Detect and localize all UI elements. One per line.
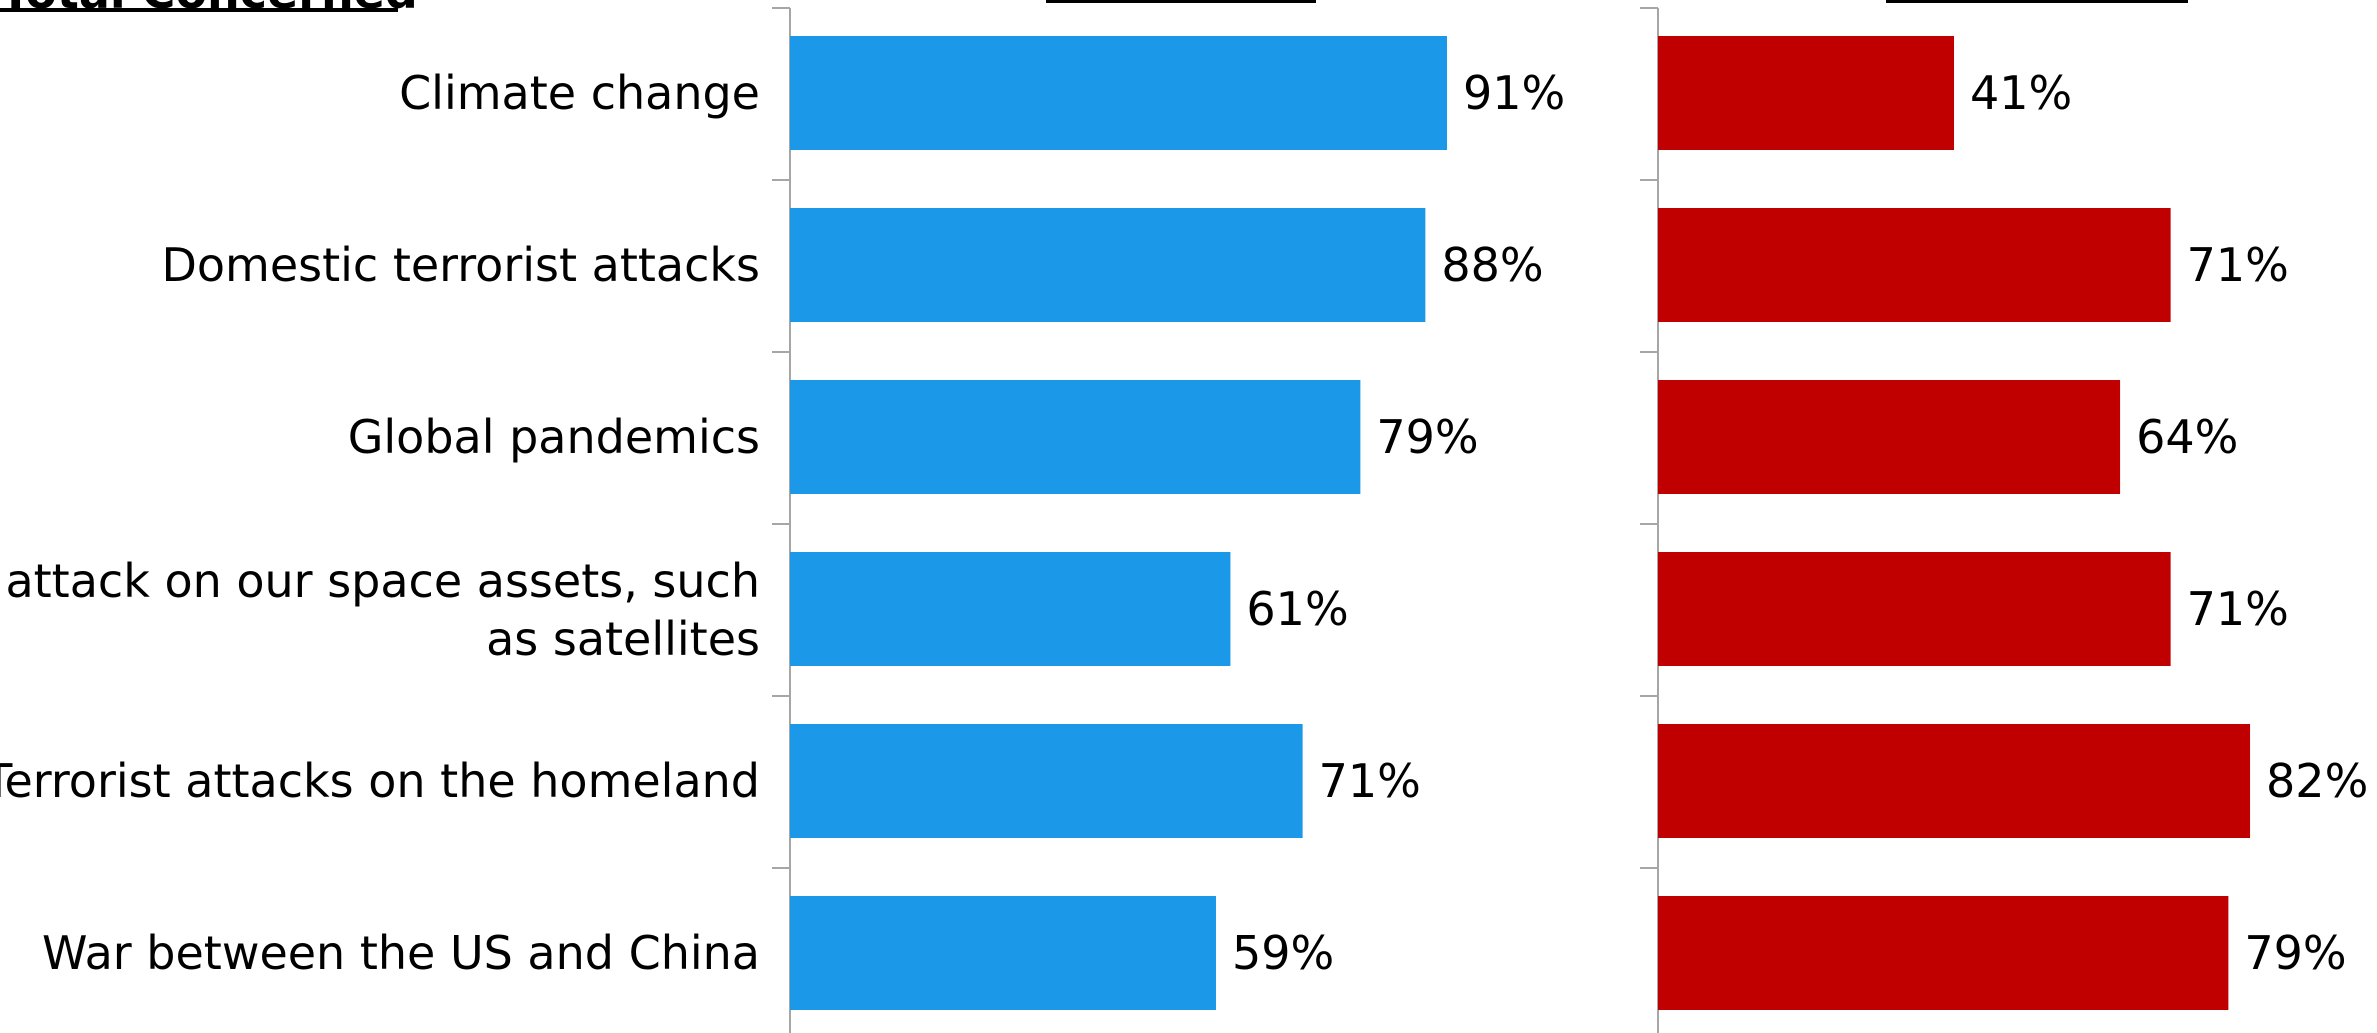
data-label: 71%	[1319, 754, 1421, 808]
data-label: 61%	[1246, 582, 1348, 636]
data-label: 64%	[2136, 410, 2238, 464]
bar	[790, 896, 1216, 1010]
data-label: 59%	[1232, 926, 1334, 980]
panel-1: 91% 88% 79% 61% 71% 59%	[772, 7, 1565, 1033]
category-label: War between the US and China	[42, 926, 760, 980]
category-labels: Climate change Domestic terrorist attacks…	[0, 66, 760, 980]
category-label: Terrorist attacks on the homeland	[0, 754, 760, 808]
panel-2: 41% 71% 64% 71% 82% 79%	[1640, 7, 2368, 1033]
bar	[790, 36, 1448, 150]
data-label: 71%	[2187, 582, 2289, 636]
category-label: An attack on our space assets, such as sa…	[0, 554, 760, 666]
data-label: 79%	[1376, 410, 1478, 464]
bar	[1658, 552, 2171, 666]
bar	[1658, 380, 2121, 494]
data-label: 41%	[1970, 66, 2072, 120]
category-label: Global pandemics	[348, 410, 760, 464]
data-label: 88%	[1441, 238, 1543, 292]
bar	[1658, 36, 1955, 150]
bar	[790, 380, 1361, 494]
bar	[1658, 208, 2171, 322]
chart-header: Total Concerned	[0, 0, 2188, 19]
category-label: Climate change	[399, 66, 760, 120]
category-label: Domestic terrorist attacks	[161, 238, 760, 292]
bar	[1658, 896, 2229, 1010]
data-label: 82%	[2266, 754, 2368, 808]
bar	[790, 724, 1303, 838]
data-label: 91%	[1463, 66, 1565, 120]
bar	[790, 552, 1231, 666]
data-label: 79%	[2244, 926, 2346, 980]
bar	[790, 208, 1426, 322]
bar	[1658, 724, 2251, 838]
data-label: 71%	[2187, 238, 2289, 292]
